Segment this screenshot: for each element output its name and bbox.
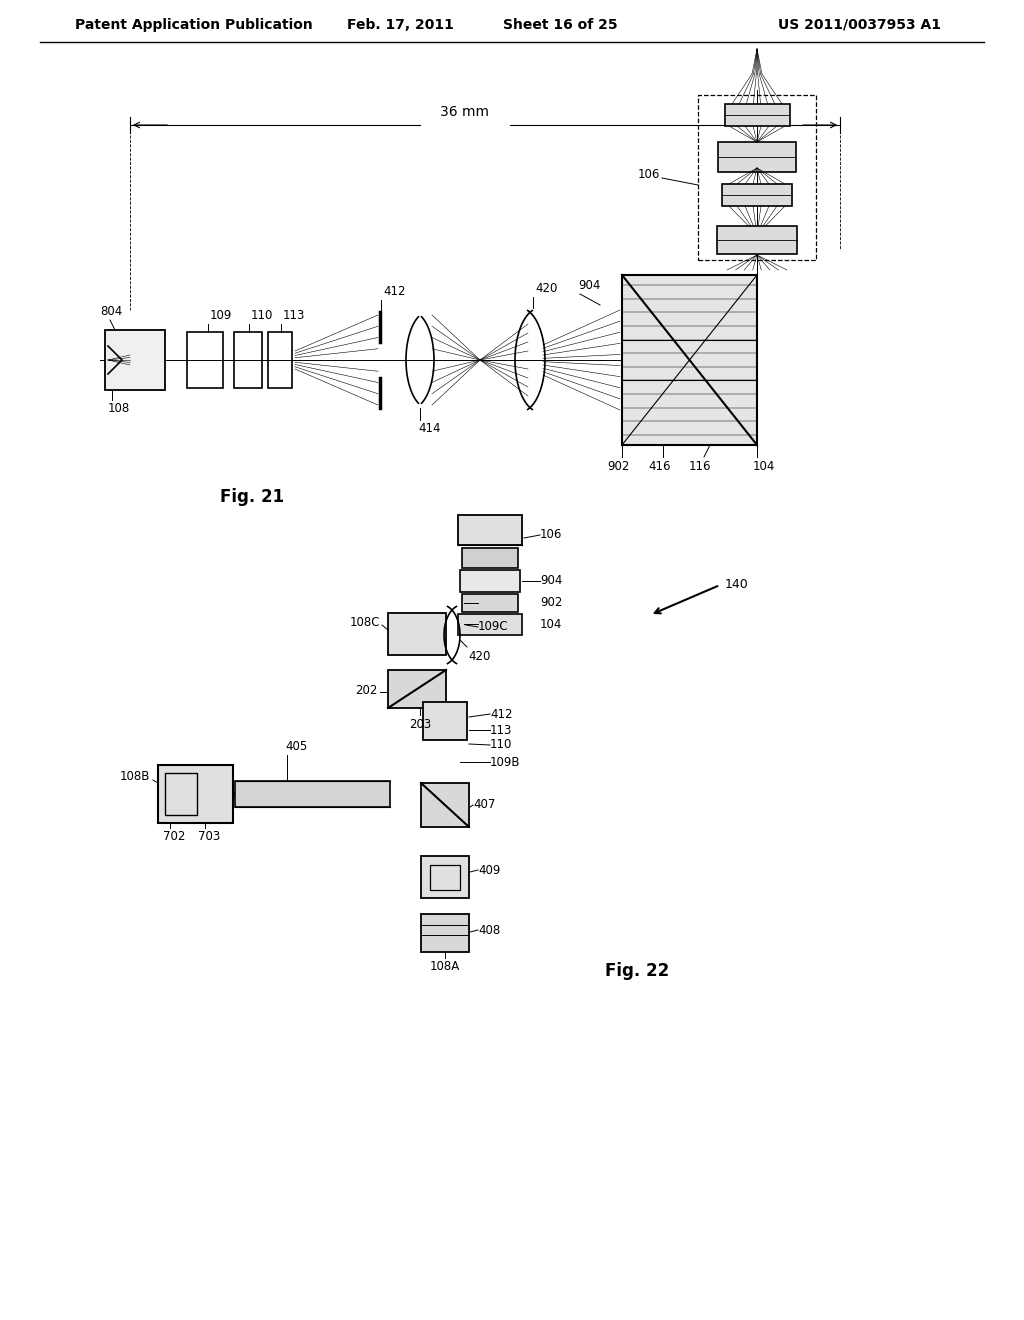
Bar [430,865,460,890]
Text: 420: 420 [468,649,490,663]
Text: 904: 904 [578,279,600,292]
Text: 203: 203 [409,718,431,731]
Bar [717,226,797,253]
Bar [718,143,796,172]
Bar [165,774,197,814]
Text: 108A: 108A [430,960,460,973]
Text: 104: 104 [540,618,562,631]
Text: 108: 108 [108,403,130,414]
Text: US 2011/0037953 A1: US 2011/0037953 A1 [778,18,941,32]
Bar [421,855,469,898]
Bar [460,570,520,591]
Text: 804: 804 [100,305,122,318]
Text: 110: 110 [251,309,273,322]
Bar [423,702,467,741]
Bar [105,330,165,389]
Bar [421,913,469,952]
Text: 416: 416 [649,459,672,473]
Text: 109C: 109C [478,620,509,634]
Bar [388,612,446,655]
Text: 412: 412 [490,708,512,721]
Text: 108B: 108B [120,771,150,784]
Bar [268,333,292,388]
Bar [458,515,522,545]
Text: 902: 902 [540,597,562,610]
Bar [622,275,757,445]
Bar [462,594,518,612]
Text: 106: 106 [638,169,660,181]
Bar [725,104,790,125]
Text: 408: 408 [478,924,501,936]
Text: 702: 702 [163,830,185,843]
Bar [234,781,390,807]
Text: 140: 140 [725,578,749,591]
Text: 106: 106 [540,528,562,541]
Text: Sheet 16 of 25: Sheet 16 of 25 [503,18,617,32]
Text: 113: 113 [490,723,512,737]
Text: Patent Application Publication: Patent Application Publication [75,18,312,32]
Text: 109B: 109B [490,755,520,768]
Text: 110: 110 [490,738,512,751]
Text: 420: 420 [535,282,557,294]
Text: 409: 409 [478,863,501,876]
Text: 904: 904 [540,574,562,587]
Text: 703: 703 [198,830,220,843]
Text: 414: 414 [418,422,440,436]
Text: 108C: 108C [349,616,380,630]
Text: Fig. 21: Fig. 21 [220,488,284,506]
Bar [698,95,816,260]
Bar [421,783,469,828]
Text: 405: 405 [285,741,307,752]
Bar [187,333,223,388]
Bar [462,548,518,568]
Text: Feb. 17, 2011: Feb. 17, 2011 [346,18,454,32]
Text: 407: 407 [473,799,496,812]
Text: 36 mm: 36 mm [440,106,489,119]
Bar [234,333,262,388]
Text: 412: 412 [383,285,406,298]
Text: 104: 104 [753,459,775,473]
Bar [722,183,792,206]
Text: 109: 109 [210,309,232,322]
Text: 202: 202 [355,684,378,697]
Text: 116: 116 [689,459,712,473]
Text: Fig. 22: Fig. 22 [605,962,670,979]
Text: 902: 902 [607,459,629,473]
Bar [158,766,233,822]
Bar [458,614,522,635]
Bar [388,671,446,708]
Text: 113: 113 [283,309,305,322]
